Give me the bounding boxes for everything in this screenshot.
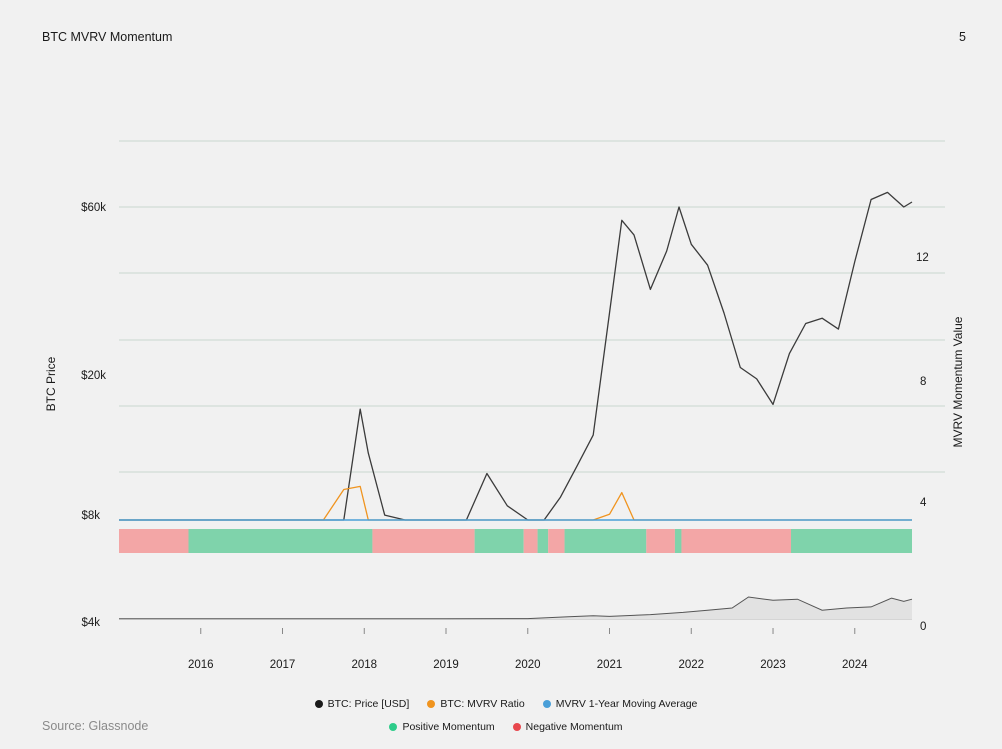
momentum-segment — [564, 529, 647, 553]
y-right-tick: 0 — [920, 621, 926, 633]
legend-row-2: Positive Momentum Negative Momentum — [0, 721, 1002, 733]
y-left-tick: $20k — [81, 370, 106, 382]
legend-dot-icon — [427, 700, 436, 708]
x-ticks: 2016 2017 2018 2019 2020 2021 2022 2023 2024 — [188, 628, 868, 671]
legend-item-negative[interactable]: Negative Momentum — [512, 721, 623, 733]
legend-label: Negative Momentum — [525, 721, 623, 733]
y-right-tick: 4 — [920, 497, 927, 509]
momentum-segment — [523, 529, 538, 553]
x-tick-label: 2020 — [515, 659, 541, 671]
y-right-axis-title: MVRV Momentum Value — [951, 316, 965, 447]
x-tick-label: 2017 — [270, 659, 296, 671]
y-left-tick: $8k — [81, 510, 100, 522]
series-line-0 — [119, 191, 913, 521]
x-tick-label: 2016 — [188, 659, 214, 671]
x-tick-label: 2023 — [760, 659, 786, 671]
legend-item-price[interactable]: BTC: Price [USD] — [314, 698, 410, 710]
legend-label: Positive Momentum — [402, 721, 495, 733]
momentum-segment — [119, 529, 189, 553]
momentum-band — [119, 529, 912, 553]
chart-title: BTC MVRV Momentum — [42, 30, 173, 44]
legend-dot-icon — [314, 700, 323, 708]
y-left-tick: $4k — [81, 617, 100, 629]
y-left-tick: $60k — [81, 202, 106, 214]
momentum-value-area — [119, 597, 912, 619]
grid-lines — [119, 140, 945, 473]
momentum-segment — [674, 529, 682, 553]
legend-item-positive[interactable]: Positive Momentum — [389, 721, 495, 733]
page-number: 5 — [959, 30, 966, 44]
legend-label: BTC: Price [USD] — [327, 698, 410, 710]
momentum-segment — [537, 529, 549, 553]
y-right-tick: 8 — [920, 376, 926, 388]
legend-label: BTC: MVRV Ratio — [440, 698, 525, 710]
x-tick-label: 2019 — [433, 659, 459, 671]
momentum-subplot — [119, 596, 913, 620]
legend-row-1: BTC: Price [USD] BTC: MVRV Ratio MVRV 1-… — [0, 698, 1002, 710]
source-note: Source: Glassnode — [42, 719, 149, 733]
legend-label: MVRV 1-Year Moving Average — [555, 698, 698, 710]
x-tick-label: 2018 — [351, 659, 377, 671]
momentum-segment — [188, 529, 373, 553]
legend-dot-icon — [542, 700, 551, 708]
y-left-axis-title: BTC Price — [44, 356, 58, 411]
momentum-segment — [474, 529, 524, 553]
momentum-segment — [646, 529, 675, 553]
momentum-segment — [548, 529, 565, 553]
x-tick-label: 2024 — [842, 659, 868, 671]
axes: $60k $20k $8k $4k 12 8 4 0 BTC Price MVR… — [44, 202, 965, 633]
legend-dot-icon — [389, 723, 398, 731]
x-tick-label: 2021 — [597, 659, 623, 671]
series-line-1 — [119, 485, 912, 521]
legend-item-mvrv[interactable]: BTC: MVRV Ratio — [427, 698, 525, 710]
momentum-value-line — [119, 596, 913, 620]
series-lines — [119, 191, 913, 521]
momentum-segment — [681, 529, 792, 553]
legend-dot-icon — [512, 723, 521, 731]
momentum-segment — [372, 529, 475, 553]
momentum-segment — [791, 529, 912, 553]
legend-item-ma[interactable]: MVRV 1-Year Moving Average — [542, 698, 698, 710]
x-tick-label: 2022 — [678, 659, 704, 671]
y-right-tick: 12 — [916, 252, 929, 264]
